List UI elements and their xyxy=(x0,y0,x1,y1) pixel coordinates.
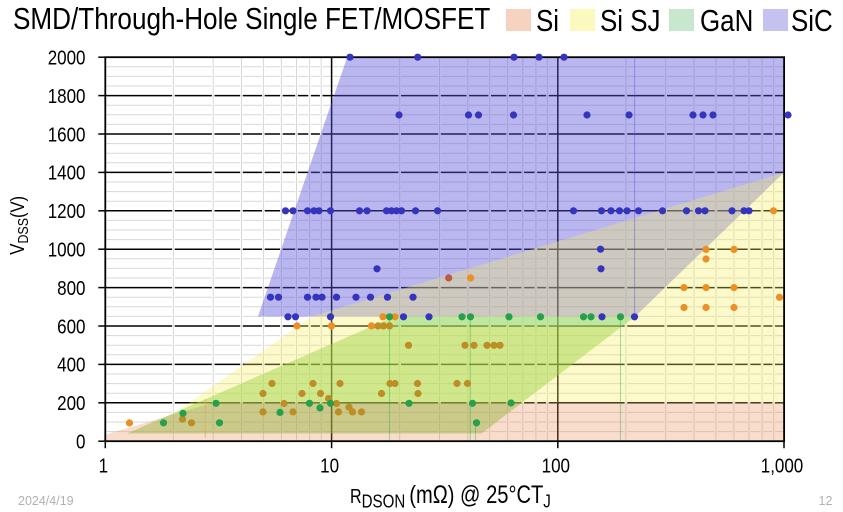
svg-text:VDSS(V): VDSS(V) xyxy=(6,196,32,255)
svg-text:1800: 1800 xyxy=(48,85,86,108)
svg-text:100: 100 xyxy=(542,454,570,477)
svg-text:1400: 1400 xyxy=(48,161,86,184)
svg-text:1000: 1000 xyxy=(48,238,86,261)
svg-text:0: 0 xyxy=(76,430,85,453)
svg-text:1: 1 xyxy=(99,454,108,477)
svg-text:RDSON (mΩ) @ 25°CTJ: RDSON (mΩ) @ 25°CTJ xyxy=(350,480,551,512)
svg-text:1200: 1200 xyxy=(48,200,86,223)
svg-text:200: 200 xyxy=(57,392,85,415)
svg-text:400: 400 xyxy=(57,353,85,376)
svg-text:1600: 1600 xyxy=(48,123,86,146)
svg-text:800: 800 xyxy=(57,277,85,300)
svg-text:2000: 2000 xyxy=(48,46,86,69)
svg-text:1,000: 1,000 xyxy=(761,454,804,477)
svg-text:600: 600 xyxy=(57,315,85,338)
svg-text:10: 10 xyxy=(320,454,339,477)
